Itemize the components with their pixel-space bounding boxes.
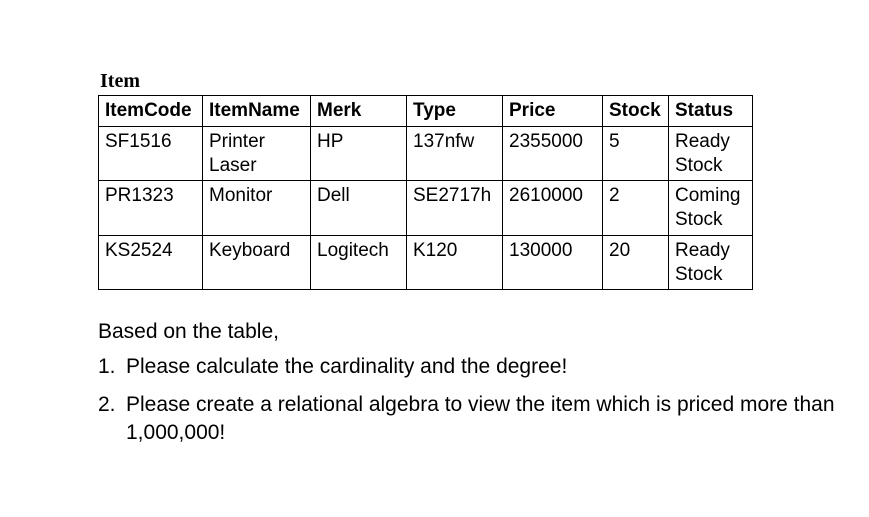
- question-2-text: Please create a relational algebra to vi…: [126, 391, 848, 448]
- cell-status: Ready Stock: [669, 126, 753, 181]
- cell-price: 2355000: [503, 126, 603, 181]
- col-header-stock: Stock: [603, 96, 669, 127]
- cell-itemname: Monitor: [203, 181, 311, 236]
- cell-type: SE2717h: [407, 181, 503, 236]
- cell-merk: HP: [311, 126, 407, 181]
- col-header-merk: Merk: [311, 96, 407, 127]
- cell-itemname: Printer Laser: [203, 126, 311, 181]
- table-header-row: ItemCode ItemName Merk Type Price Stock …: [99, 96, 753, 127]
- question-block: Based on the table, 1. Please calculate …: [98, 318, 848, 447]
- cell-itemcode: SF1516: [99, 126, 203, 181]
- cell-status: Coming Stock: [669, 181, 753, 236]
- table-row: SF1516 Printer Laser HP 137nfw 2355000 5…: [99, 126, 753, 181]
- cell-merk: Logitech: [311, 235, 407, 290]
- cell-price: 130000: [503, 235, 603, 290]
- cell-itemname: Keyboard: [203, 235, 311, 290]
- table-row: PR1323 Monitor Dell SE2717h 2610000 2 Co…: [99, 181, 753, 236]
- cell-stock: 5: [603, 126, 669, 181]
- item-table: ItemCode ItemName Merk Type Price Stock …: [98, 95, 753, 290]
- col-header-price: Price: [503, 96, 603, 127]
- cell-merk: Dell: [311, 181, 407, 236]
- question-1: 1. Please calculate the cardinality and …: [98, 353, 848, 381]
- col-header-status: Status: [669, 96, 753, 127]
- col-header-itemcode: ItemCode: [99, 96, 203, 127]
- cell-itemcode: PR1323: [99, 181, 203, 236]
- intro-text: Based on the table,: [98, 318, 848, 346]
- table-row: KS2524 Keyboard Logitech K120 130000 20 …: [99, 235, 753, 290]
- question-2: 2. Please create a relational algebra to…: [98, 391, 848, 448]
- question-1-number: 1.: [98, 353, 126, 381]
- page: Item ItemCode ItemName Merk Type Price S…: [0, 0, 869, 448]
- cell-price: 2610000: [503, 181, 603, 236]
- cell-stock: 20: [603, 235, 669, 290]
- question-2-number: 2.: [98, 391, 126, 448]
- cell-status: Ready Stock: [669, 235, 753, 290]
- cell-stock: 2: [603, 181, 669, 236]
- col-header-itemname: ItemName: [203, 96, 311, 127]
- cell-type: 137nfw: [407, 126, 503, 181]
- cell-itemcode: KS2524: [99, 235, 203, 290]
- table-title: Item: [100, 70, 869, 93]
- col-header-type: Type: [407, 96, 503, 127]
- question-1-text: Please calculate the cardinality and the…: [126, 353, 567, 381]
- cell-type: K120: [407, 235, 503, 290]
